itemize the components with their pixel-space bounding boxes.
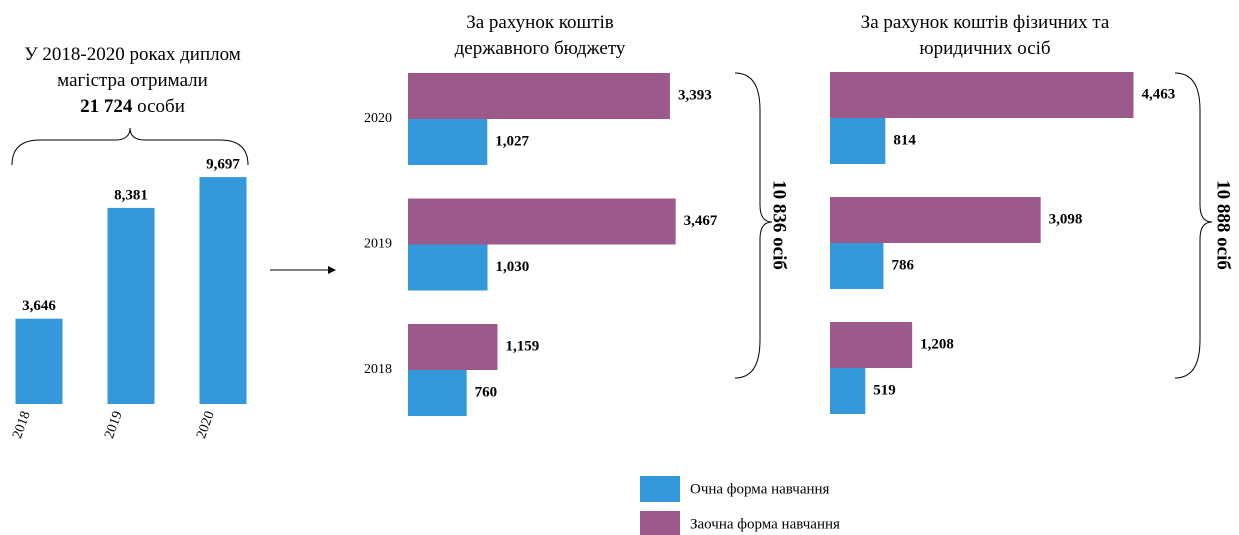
bar: [408, 198, 676, 245]
y-tick-label: 2020: [364, 111, 392, 126]
bar: [830, 368, 866, 414]
value-label: 3,098: [1049, 211, 1083, 227]
brace: [734, 72, 773, 379]
bar: [408, 119, 488, 165]
bar: [15, 318, 63, 404]
legend-swatch: [640, 511, 680, 535]
arrow-head: [328, 266, 336, 274]
bar: [408, 73, 670, 119]
bar: [408, 370, 467, 416]
value-label: 1,027: [495, 133, 529, 149]
y-tick-label: 2019: [364, 237, 392, 252]
value-label: 786: [891, 257, 914, 273]
bar: [830, 72, 1134, 118]
bar: [107, 207, 155, 404]
header-total: 21 724: [80, 96, 133, 117]
value-label: 1,030: [496, 259, 530, 275]
bar: [830, 197, 1041, 243]
value-label: 1,159: [505, 338, 539, 354]
value-label: 814: [893, 132, 916, 148]
value-label: 4,463: [1141, 86, 1175, 102]
chart-title: За рахунок коштів фізичних та юридичних …: [860, 12, 1110, 59]
value-label: 9,697: [206, 157, 240, 173]
value-label: 3,393: [678, 87, 712, 103]
value-label: 3,467: [684, 213, 718, 229]
bar: [199, 177, 247, 404]
x-tick-label: 2020: [194, 409, 218, 440]
bar: [408, 244, 488, 291]
legend-swatch: [640, 476, 680, 502]
brace: [11, 127, 249, 166]
header: У 2018-2020 роках диплом магістра отрима…: [5, 42, 260, 120]
header-unit: особи: [137, 96, 185, 117]
x-tick-label: 2019: [102, 409, 126, 440]
bar: [830, 243, 884, 289]
x-tick-label: 2018: [10, 409, 34, 440]
legend-label: Очна форма навчання: [690, 481, 830, 497]
brace: [1174, 72, 1213, 379]
y-tick-label: 2018: [364, 362, 392, 377]
bar: [830, 118, 886, 164]
bar: [408, 324, 498, 370]
chart-title: За рахунок коштів державного бюджету: [454, 12, 626, 59]
annotation: 10 888 осіб: [1213, 180, 1234, 270]
value-label: 3,646: [22, 298, 56, 314]
value-label: 519: [873, 382, 896, 398]
header-title: У 2018-2020 роках диплом магістра отрима…: [24, 44, 241, 91]
legend-label: Заочна форма навчання: [690, 516, 840, 532]
header-total-line: 21 724 особи: [5, 94, 260, 120]
value-label: 760: [475, 384, 498, 400]
annotation: 10 836 осіб: [769, 180, 790, 270]
bar: [830, 322, 913, 368]
value-label: 8,381: [114, 187, 148, 203]
value-label: 1,208: [920, 336, 954, 352]
